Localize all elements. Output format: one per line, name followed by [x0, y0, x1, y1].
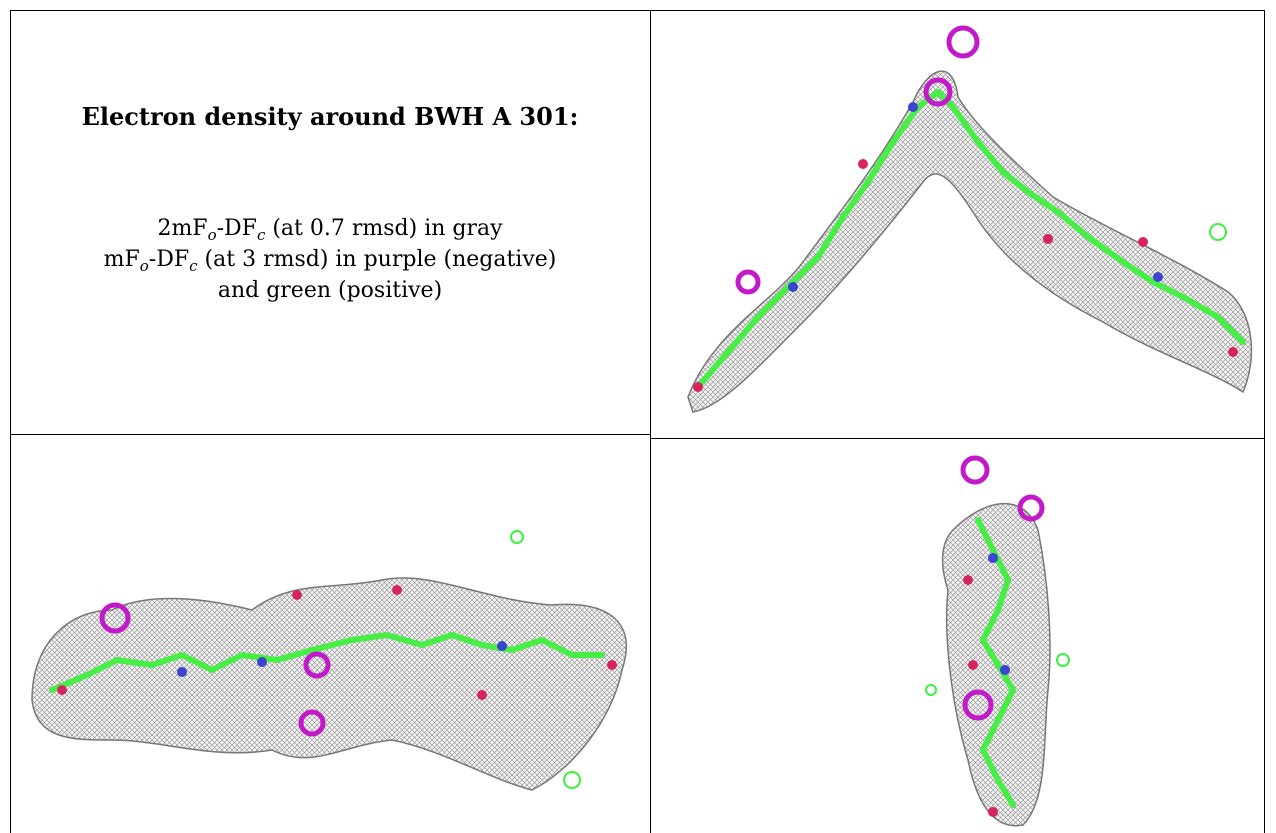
caption-line-1: 2mFo-DFc (at 0.7 rmsd) in gray	[157, 216, 503, 244]
density-view-bottom-left	[12, 440, 648, 832]
density-mesh	[31, 577, 627, 791]
caption-description: 2mFo-DFc (at 0.7 rmsd) in gray mFo-DFc (…	[10, 213, 650, 306]
positive-density-blob	[1056, 653, 1070, 667]
positive-density-blob	[1209, 223, 1227, 241]
caption-line-3: and green (positive)	[217, 278, 443, 303]
oxygen-atom	[968, 660, 978, 670]
nitrogen-atom	[1000, 665, 1010, 675]
oxygen-atom	[1138, 237, 1148, 247]
caption-title: Electron density around BWH A 301:	[81, 102, 579, 131]
caption-line-2: mFo-DFc (at 3 rmsd) in purple (negative)	[103, 247, 557, 275]
positive-density-blob	[510, 530, 524, 544]
ligand-backbone	[49, 632, 605, 693]
density-image-top-right	[687, 25, 1253, 413]
oxygen-atom	[693, 382, 703, 392]
figure-grid: Electron density around BWH A 301: 2mFo-…	[10, 10, 1265, 833]
border-left	[10, 10, 11, 833]
oxygen-atom	[988, 807, 998, 817]
oxygen-atom	[57, 685, 67, 695]
density-view-bottom-right	[653, 440, 1263, 832]
density-image-bottom-right	[925, 455, 1070, 827]
density-image-bottom-left	[31, 530, 627, 791]
border-top	[10, 10, 1265, 11]
oxygen-atom	[1228, 347, 1238, 357]
border-middle-horizontal-left	[10, 434, 650, 435]
negative-density-blob	[960, 455, 990, 485]
oxygen-atom	[1043, 234, 1053, 244]
nitrogen-atom	[177, 667, 187, 677]
negative-density-blob	[923, 77, 953, 107]
border-right	[1264, 10, 1265, 833]
negative-density-blob	[298, 709, 326, 737]
ligand-backbone	[695, 89, 1246, 390]
density-view-top-right	[653, 12, 1263, 436]
nitrogen-atom	[497, 641, 507, 651]
negative-density-blob	[962, 689, 994, 721]
oxygen-atom	[392, 585, 402, 595]
border-middle-vertical	[650, 10, 651, 833]
negative-density-blob	[946, 25, 980, 59]
negative-density-blob	[1017, 494, 1045, 522]
nitrogen-atom	[908, 102, 918, 112]
negative-density-blob	[99, 602, 131, 634]
oxygen-atom	[292, 590, 302, 600]
nitrogen-atom	[257, 657, 267, 667]
negative-density-blob	[735, 269, 761, 295]
oxygen-atom	[858, 159, 868, 169]
nitrogen-atom	[1153, 272, 1163, 282]
nitrogen-atom	[788, 282, 798, 292]
positive-density-blob	[925, 684, 937, 696]
border-middle-horizontal-right	[650, 438, 1265, 439]
positive-density-blob	[563, 771, 581, 789]
negative-density-blob	[303, 651, 331, 679]
oxygen-atom	[477, 690, 487, 700]
oxygen-atom	[963, 575, 973, 585]
ligand-backbone	[975, 517, 1016, 808]
density-mesh	[687, 70, 1253, 413]
caption-cell: Electron density around BWH A 301: 2mFo-…	[10, 10, 650, 434]
oxygen-atom	[607, 660, 617, 670]
nitrogen-atom	[988, 553, 998, 563]
